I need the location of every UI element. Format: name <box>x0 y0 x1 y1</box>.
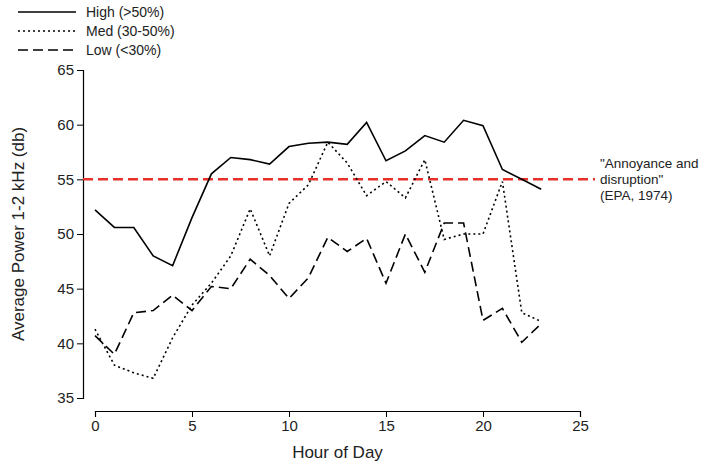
x-tick-label: 15 <box>378 417 395 434</box>
plot-area <box>83 120 595 378</box>
chart: 35 40 45 50 55 60 65 0 5 10 15 20 25 Hour of Day Avera… <box>0 0 708 471</box>
y-tick-mark <box>77 343 83 344</box>
y-tick: 45 <box>57 280 83 297</box>
legend-label: Low (<30%) <box>86 42 161 58</box>
x-tick: 10 <box>281 411 298 434</box>
y-tick-mark <box>77 289 83 290</box>
y-axis-line <box>77 71 84 399</box>
legend-label: High (>50%) <box>86 4 164 20</box>
y-tick-label: 40 <box>57 335 74 352</box>
annotation-text: "Annoyance and <box>600 156 699 171</box>
x-tick: 15 <box>378 411 395 434</box>
y-tick-label: 45 <box>57 280 74 297</box>
y-tick-label: 65 <box>57 61 74 78</box>
legend-label: Med (30-50%) <box>86 23 175 39</box>
x-tick: 25 <box>572 411 589 434</box>
x-tick: 20 <box>475 411 492 434</box>
x-tick-label: 5 <box>188 417 196 434</box>
y-tick-label: 55 <box>57 171 74 188</box>
x-tick-label: 10 <box>281 417 298 434</box>
y-tick: 55 <box>57 171 83 188</box>
y-tick: 65 <box>57 61 83 78</box>
y-tick-mark <box>77 398 83 399</box>
annotation-text: (EPA, 1974) <box>600 188 673 203</box>
legend-swatch <box>18 11 76 13</box>
y-tick-label: 35 <box>57 389 74 406</box>
y-tick: 40 <box>57 335 83 352</box>
y-tick: 50 <box>57 225 83 242</box>
y-tick-mark <box>77 70 83 71</box>
x-tick: 0 <box>91 411 99 434</box>
y-tick-mark <box>77 179 83 180</box>
y-tick-mark <box>77 125 83 126</box>
series-line <box>95 223 541 354</box>
legend-swatch <box>18 30 76 32</box>
legend-swatch <box>18 49 76 51</box>
series-line <box>95 120 541 265</box>
x-axis-line <box>96 412 581 418</box>
legend: High (>50%) Med (30-50%) Low (<30%) <box>18 4 175 58</box>
y-tick-label: 60 <box>57 116 74 133</box>
reference-line <box>83 178 595 181</box>
y-tick: 60 <box>57 116 83 133</box>
y-axis: 35 40 45 50 55 60 65 <box>57 61 83 406</box>
y-tick-mark <box>77 234 83 235</box>
annotation-text: disruption" <box>600 172 664 187</box>
series-line <box>95 142 541 378</box>
y-tick-label: 50 <box>57 225 74 242</box>
x-tick: 5 <box>188 411 196 434</box>
x-tick-label: 25 <box>572 417 589 434</box>
y-axis-title: Average Power 1-2 kHz (db) <box>9 127 28 341</box>
x-tick-label: 0 <box>91 417 99 434</box>
x-axis: 0 5 10 15 20 25 <box>91 411 589 434</box>
y-tick: 35 <box>57 389 83 406</box>
x-axis-title: Hour of Day <box>292 443 383 462</box>
x-tick-label: 20 <box>475 417 492 434</box>
